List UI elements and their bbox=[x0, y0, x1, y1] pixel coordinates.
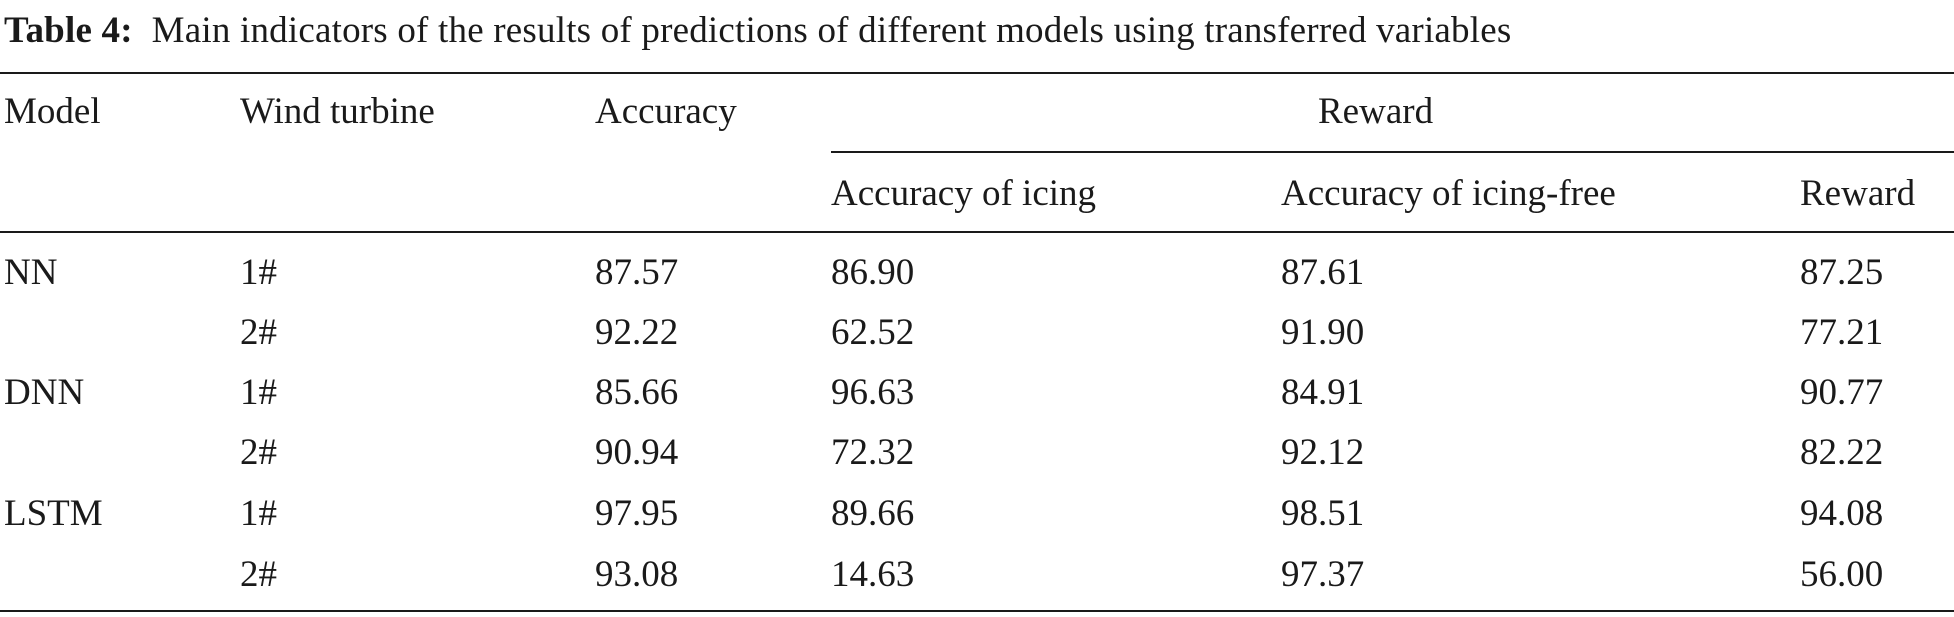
cell-accuracy-of-icing: 96.63 bbox=[831, 372, 915, 413]
cell-accuracy-of-icing-free: 84.91 bbox=[1281, 372, 1365, 413]
cell-accuracy: 85.66 bbox=[595, 372, 679, 413]
cell-reward: 56.00 bbox=[1800, 554, 1884, 595]
cell-accuracy: 97.95 bbox=[595, 493, 679, 534]
table-caption-text: Main indicators of the results of predic… bbox=[151, 10, 1512, 51]
header-accuracy: Accuracy bbox=[595, 91, 737, 132]
cell-accuracy-of-icing: 14.63 bbox=[831, 554, 915, 595]
header-reward-group: Reward bbox=[1318, 91, 1434, 132]
cell-turbine: 2# bbox=[240, 432, 277, 473]
cell-accuracy-of-icing-free: 97.37 bbox=[1281, 554, 1365, 595]
cell-reward: 82.22 bbox=[1800, 432, 1884, 473]
reward-group-rule bbox=[831, 151, 1954, 153]
cell-model: DNN bbox=[4, 372, 85, 413]
cell-turbine: 1# bbox=[240, 372, 277, 413]
cell-reward: 94.08 bbox=[1800, 493, 1884, 534]
cell-accuracy: 92.22 bbox=[595, 312, 679, 353]
top-rule bbox=[0, 72, 1954, 74]
cell-accuracy-of-icing-free: 98.51 bbox=[1281, 493, 1365, 534]
cell-turbine: 1# bbox=[240, 252, 277, 293]
cell-accuracy-of-icing: 62.52 bbox=[831, 312, 915, 353]
header-reward: Reward bbox=[1800, 173, 1916, 214]
cell-model: LSTM bbox=[4, 493, 103, 534]
cell-accuracy-of-icing-free: 87.61 bbox=[1281, 252, 1365, 293]
header-accuracy-of-icing-free: Accuracy of icing-free bbox=[1281, 173, 1616, 214]
table-caption-label: Table 4: bbox=[4, 10, 133, 51]
cell-model: NN bbox=[4, 252, 58, 293]
header-model: Model bbox=[4, 91, 101, 132]
table-caption: Table 4: Main indicators of the results … bbox=[4, 2, 1950, 60]
cell-accuracy: 93.08 bbox=[595, 554, 679, 595]
cell-accuracy-of-icing-free: 91.90 bbox=[1281, 312, 1365, 353]
cell-turbine: 2# bbox=[240, 554, 277, 595]
header-wind-turbine: Wind turbine bbox=[240, 91, 435, 132]
bottom-rule bbox=[0, 610, 1954, 612]
cell-reward: 77.21 bbox=[1800, 312, 1884, 353]
cell-accuracy: 90.94 bbox=[595, 432, 679, 473]
cell-accuracy-of-icing-free: 92.12 bbox=[1281, 432, 1365, 473]
cell-turbine: 2# bbox=[240, 312, 277, 353]
cell-reward: 90.77 bbox=[1800, 372, 1884, 413]
cell-reward: 87.25 bbox=[1800, 252, 1884, 293]
cell-turbine: 1# bbox=[240, 493, 277, 534]
cell-accuracy: 87.57 bbox=[595, 252, 679, 293]
header-accuracy-of-icing: Accuracy of icing bbox=[831, 173, 1097, 214]
cell-accuracy-of-icing: 72.32 bbox=[831, 432, 915, 473]
cell-accuracy-of-icing: 86.90 bbox=[831, 252, 915, 293]
header-rule bbox=[0, 231, 1954, 233]
cell-accuracy-of-icing: 89.66 bbox=[831, 493, 915, 534]
